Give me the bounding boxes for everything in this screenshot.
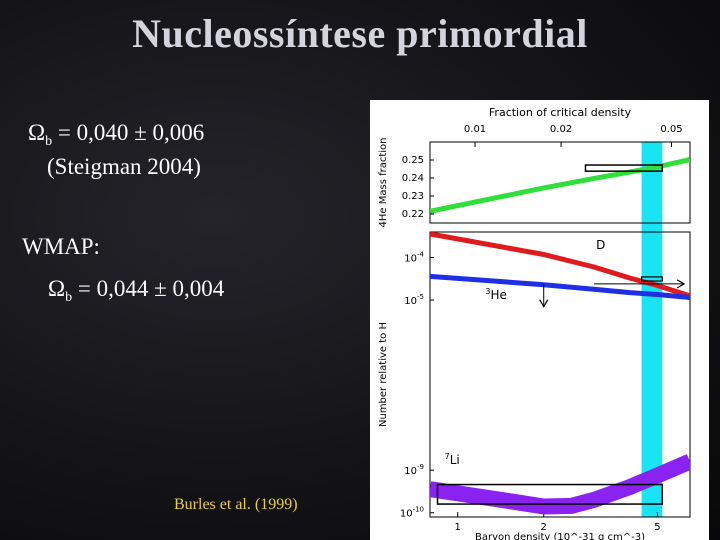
- he4-y-tick-label: 0.22: [402, 209, 424, 220]
- abundance-panel-frame: [429, 231, 691, 518]
- abundance-y-tick-label: 10-4: [404, 251, 424, 265]
- omega-b-result-1: Ωb = 0,040 ± 0,006: [28, 120, 205, 149]
- omega-b-result-2: Ωb = 0,044 ± 0,004: [48, 276, 225, 305]
- baryon-density-axis-label: Baryon density (10^-31 g cm^-3): [475, 532, 645, 540]
- omega-b-band: [641, 142, 663, 517]
- baryon-density-tick-label: 1: [455, 522, 461, 533]
- abundance-y-tick-label: 10-10: [400, 506, 424, 520]
- he4-y-axis-label: 4He Mass fraction: [378, 138, 389, 228]
- bbn-abundance-figure: Fraction of critical density 0.01 0.02 0.05…: [370, 100, 709, 540]
- omega-b-value-2: = 0,044 ± 0,004: [72, 276, 225, 301]
- lithium7-series-line: [430, 454, 690, 515]
- figure-credit: Burles et al. (1999): [174, 496, 298, 513]
- deuterium-observation-box: [640, 276, 663, 282]
- omega-subscript: b: [45, 134, 53, 149]
- slide-title: Nucleossíntese primordial: [132, 11, 588, 56]
- steigman-reference: (Steigman 2004): [47, 154, 201, 179]
- helium3-series-line: [430, 273, 690, 300]
- top-axis-tick-label: 0.01: [464, 124, 486, 135]
- abundance-y-axis-label: Number relative to H: [378, 322, 389, 427]
- baryon-density-tick-label: 5: [654, 522, 660, 533]
- deuterium-series-line: [430, 232, 690, 299]
- he4-y-tick-label: 0.25: [402, 155, 424, 166]
- abundance-series-group: [430, 232, 690, 515]
- he4-y-tick-label: 0.23: [402, 191, 424, 202]
- top-axis-tick-label: 0.05: [660, 124, 682, 135]
- top-axis-title: Fraction of critical density: [489, 106, 632, 119]
- lithium7-label: 7Li: [445, 452, 460, 467]
- he4-observation-box: [584, 164, 664, 172]
- deuterium-limit-arrowhead: [676, 279, 686, 289]
- abundance-y-tick-label: 10-5: [404, 293, 424, 307]
- top-axis-tick-label: 0.02: [550, 124, 572, 135]
- omega-b-value-1: = 0,040 ± 0,006: [52, 120, 205, 145]
- abundance-y-tick-label: 10-9: [404, 463, 424, 477]
- he4-y-tick-label: 0.24: [402, 173, 424, 184]
- wmap-label: WMAP:: [22, 234, 100, 259]
- omega-symbol: Ω: [48, 276, 66, 301]
- lithium7-observation-box: [436, 483, 664, 505]
- deuterium-label: D: [596, 238, 605, 252]
- omega-symbol: Ω: [28, 120, 46, 145]
- helium3-limit-arrowhead: [539, 299, 549, 308]
- he4-panel-frame: [429, 141, 691, 224]
- omega-subscript: b: [65, 290, 73, 305]
- baryon-density-tick-label: 2: [541, 522, 547, 533]
- helium3-label: 3He: [485, 287, 507, 302]
